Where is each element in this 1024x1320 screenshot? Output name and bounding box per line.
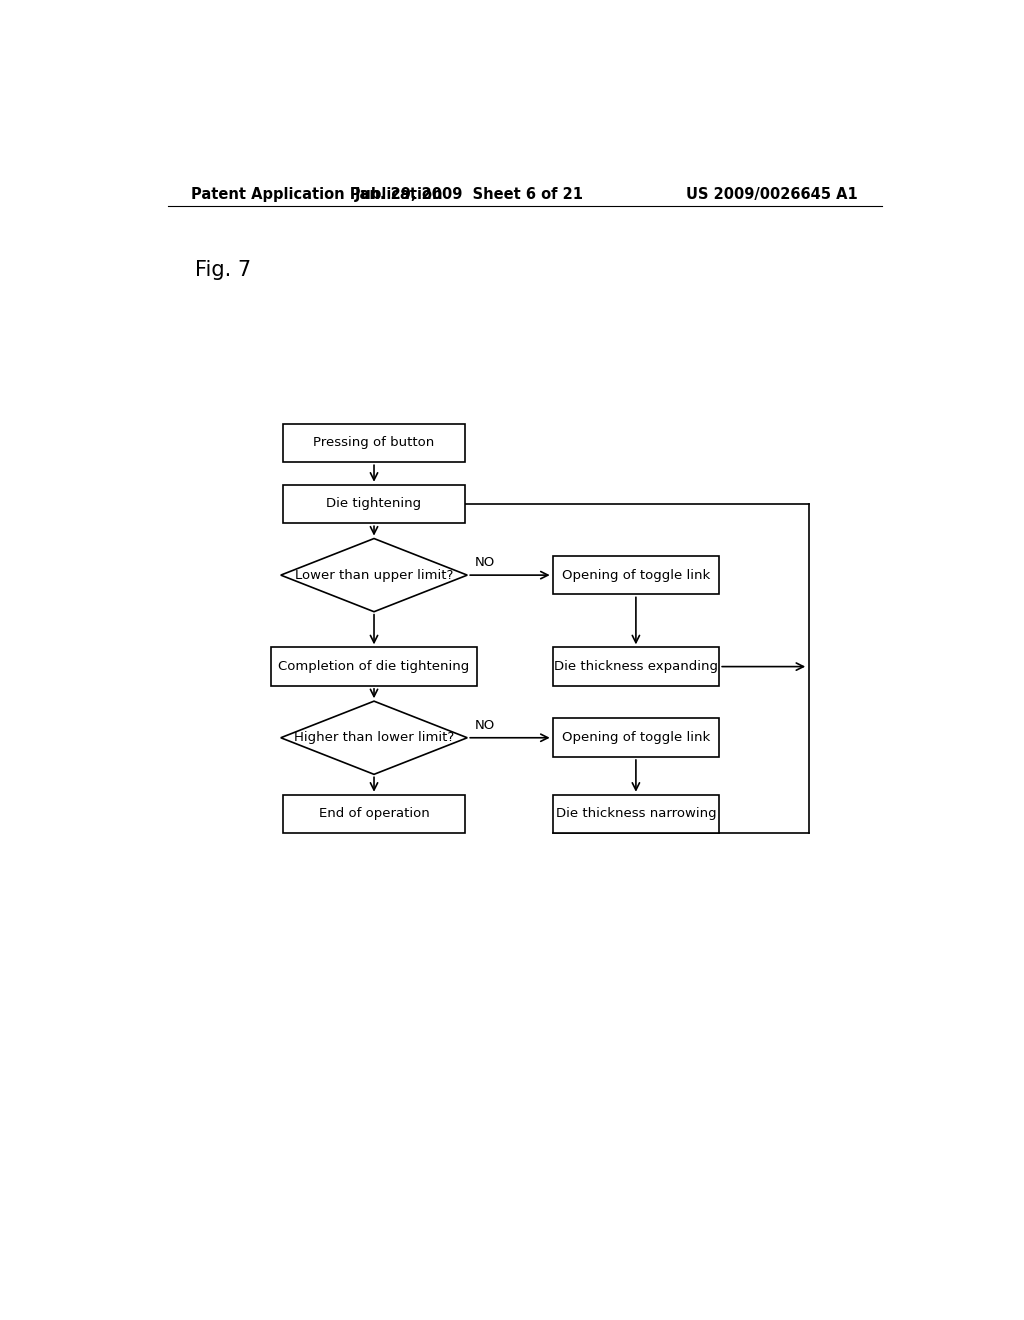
FancyBboxPatch shape xyxy=(553,647,719,686)
FancyBboxPatch shape xyxy=(553,556,719,594)
Text: Fig. 7: Fig. 7 xyxy=(196,260,252,280)
Text: Die thickness expanding: Die thickness expanding xyxy=(554,660,718,673)
FancyBboxPatch shape xyxy=(283,795,465,833)
Polygon shape xyxy=(281,701,467,775)
Text: Patent Application Publication: Patent Application Publication xyxy=(191,187,443,202)
FancyBboxPatch shape xyxy=(270,647,477,686)
Text: End of operation: End of operation xyxy=(318,808,429,821)
Text: NO: NO xyxy=(475,557,496,569)
Text: Die tightening: Die tightening xyxy=(327,498,422,511)
FancyBboxPatch shape xyxy=(283,424,465,462)
Text: Die thickness narrowing: Die thickness narrowing xyxy=(556,808,716,821)
Text: US 2009/0026645 A1: US 2009/0026645 A1 xyxy=(686,187,858,202)
Text: Jan. 29, 2009  Sheet 6 of 21: Jan. 29, 2009 Sheet 6 of 21 xyxy=(354,187,584,202)
FancyBboxPatch shape xyxy=(283,484,465,523)
FancyBboxPatch shape xyxy=(553,718,719,758)
Text: Higher than lower limit?: Higher than lower limit? xyxy=(294,731,454,744)
Polygon shape xyxy=(281,539,467,611)
FancyBboxPatch shape xyxy=(553,795,719,833)
Text: Opening of toggle link: Opening of toggle link xyxy=(562,569,710,582)
Text: Completion of die tightening: Completion of die tightening xyxy=(279,660,470,673)
Text: Lower than upper limit?: Lower than upper limit? xyxy=(295,569,454,582)
Text: NO: NO xyxy=(475,719,496,733)
Text: Opening of toggle link: Opening of toggle link xyxy=(562,731,710,744)
Text: Pressing of button: Pressing of button xyxy=(313,437,434,450)
